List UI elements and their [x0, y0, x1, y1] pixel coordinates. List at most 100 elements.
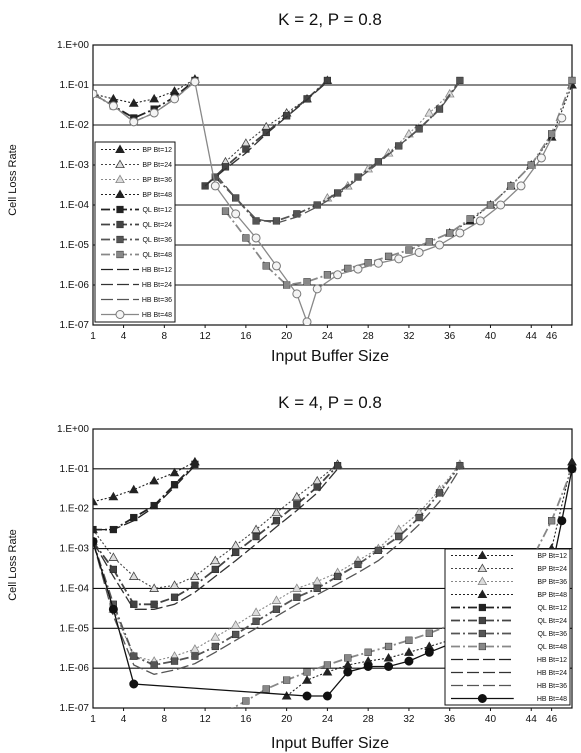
data-point: [262, 685, 270, 693]
data-point: [271, 261, 281, 271]
data-point: [333, 270, 343, 280]
data-point: [262, 128, 270, 137]
legend-marker: [477, 563, 488, 573]
x-tick-label: 28: [363, 331, 375, 342]
data-point: [293, 500, 301, 508]
legend-label: BP Bt=12: [537, 553, 567, 560]
data-point: [93, 89, 98, 99]
x-tick-label: 1: [90, 331, 96, 342]
data-point: [108, 552, 119, 561]
data-point: [404, 656, 414, 666]
y-tick-label: 1.E-06: [60, 663, 90, 674]
data-point: [568, 76, 576, 85]
data-point: [190, 571, 200, 580]
legend-item: QL Bt=36: [451, 629, 567, 638]
data-point: [302, 317, 312, 325]
data-point: [251, 233, 261, 243]
data-point: [252, 217, 260, 225]
data-point: [303, 668, 311, 676]
legend-item: QL Bt=12: [451, 603, 567, 612]
data-point: [456, 76, 464, 85]
legend-item: BP Bt=36: [451, 576, 567, 586]
legend-marker: [478, 629, 486, 638]
series-ql-bt-12: [93, 76, 199, 122]
x-tick-label: 16: [240, 714, 252, 725]
legend-item: BP Bt=24: [101, 159, 172, 169]
data-point: [302, 675, 312, 684]
series-line: [93, 468, 339, 610]
data-point: [230, 540, 241, 549]
data-point: [149, 108, 159, 118]
data-point: [415, 513, 423, 522]
x-tick-label: 46: [546, 714, 558, 725]
series-line: [327, 93, 451, 199]
series-hb-bt-36: [214, 81, 461, 224]
series-ql-bt-48: [221, 76, 576, 289]
y-axis-title: Cell Loss Rate: [7, 144, 19, 216]
data-point: [93, 537, 98, 547]
data-point: [210, 632, 221, 641]
y-tick-label: 1.E+00: [57, 424, 89, 435]
y-tick-label: 1.E-01: [60, 464, 90, 475]
series-line: [93, 81, 196, 123]
legend-item: HB Bt=48: [101, 310, 172, 319]
x-tick-label: 20: [281, 331, 293, 342]
y-tick-label: 1.E-05: [60, 623, 90, 634]
data-point: [108, 101, 118, 111]
data-point: [191, 581, 199, 589]
data-point: [149, 93, 160, 103]
y-tick-label: 1.E-07: [60, 320, 90, 331]
data-point: [128, 98, 139, 107]
data-point: [496, 200, 506, 210]
data-point: [466, 215, 474, 223]
data-point: [415, 125, 423, 133]
x-tick-label: 1: [90, 714, 96, 725]
data-point: [475, 216, 485, 226]
legend-label: BP Bt=36: [142, 177, 172, 184]
series-line: [93, 463, 196, 531]
y-tick-label: 1.E+00: [57, 40, 89, 51]
data-point: [169, 467, 180, 477]
legend-box: [94, 141, 176, 323]
data-point: [232, 194, 240, 202]
data-point: [374, 158, 382, 166]
data-point: [272, 517, 281, 525]
data-point: [344, 654, 352, 662]
series-bp-bt-12: [93, 456, 200, 506]
x-tick-label: 44: [526, 714, 538, 725]
data-point: [444, 88, 455, 98]
data-point: [170, 481, 179, 489]
data-point: [291, 583, 302, 592]
data-point: [384, 642, 393, 651]
data-point: [190, 77, 200, 87]
data-point: [272, 605, 281, 613]
data-point: [424, 107, 435, 117]
data-point: [252, 532, 260, 541]
legend-item: QL Bt=48: [451, 642, 567, 651]
data-point: [242, 234, 250, 242]
data-point: [210, 555, 221, 565]
series-line: [93, 461, 196, 503]
legend-label: BP Bt=48: [142, 192, 172, 199]
legend-label: QL Bt=24: [142, 222, 172, 229]
data-point: [486, 201, 495, 209]
data-point: [169, 580, 180, 589]
legend-label: BP Bt=24: [142, 162, 172, 169]
x-tick-label: 46: [546, 331, 558, 342]
x-tick-label: 20: [281, 714, 293, 725]
legend-item: QL Bt=24: [101, 220, 172, 229]
legend-marker: [115, 144, 125, 154]
data-point: [516, 181, 526, 191]
series-hb-bt-12: [93, 465, 196, 531]
legend-item: BP Bt=48: [451, 589, 567, 599]
y-tick-label: 1.E-03: [60, 544, 90, 555]
data-point: [252, 617, 260, 625]
series-hb-bt-36: [93, 468, 461, 675]
series-line: [93, 79, 196, 120]
chart-k4: K = 4, P = 0.8 Input Buffer Size Cell Lo…: [7, 393, 577, 752]
y-tick-label: 1.E-03: [60, 160, 90, 171]
x-tick-label: 4: [121, 714, 127, 725]
legend-label: QL Bt=48: [537, 644, 567, 651]
data-point: [456, 462, 464, 470]
data-point: [384, 661, 394, 671]
